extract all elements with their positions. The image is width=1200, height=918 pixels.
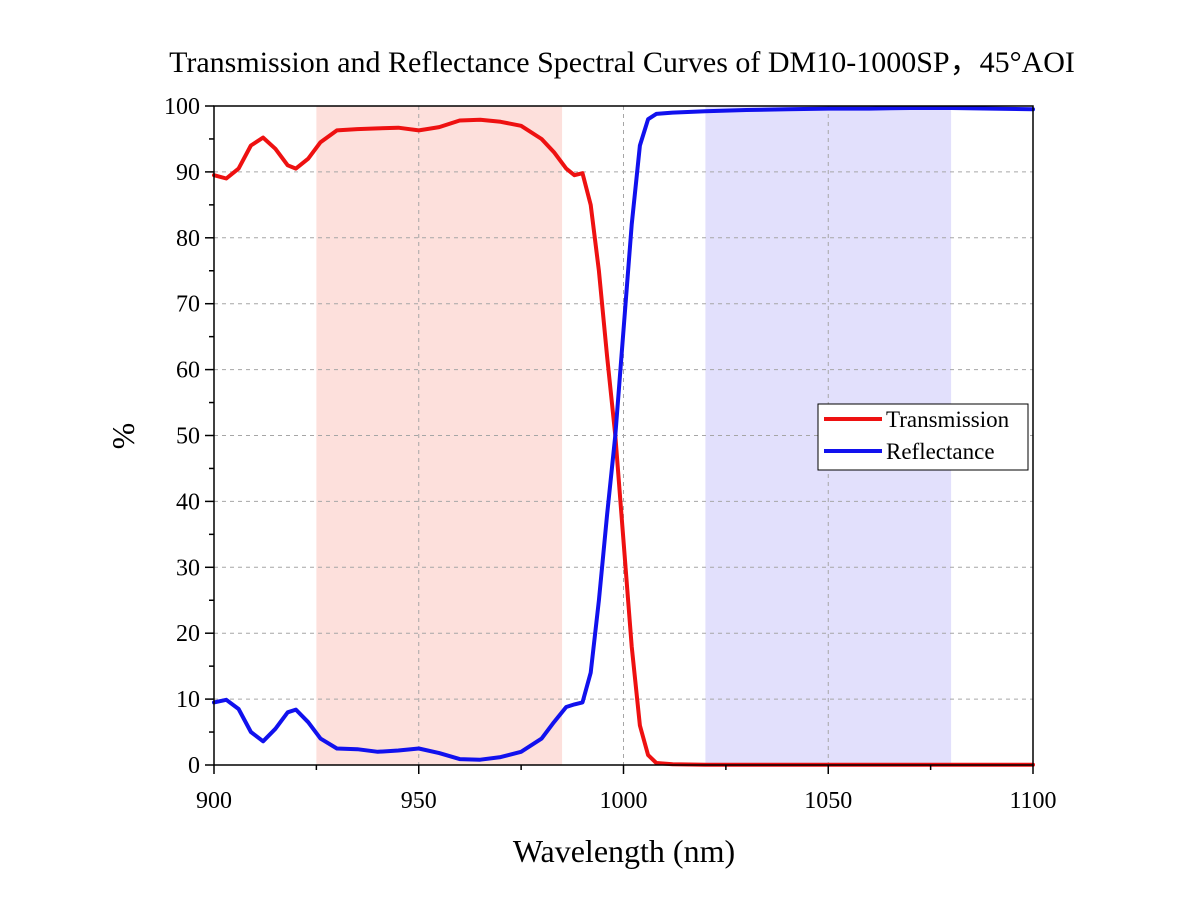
x-tick-label: 950 [401,788,437,814]
legend-label-reflectance: Reflectance [886,439,995,464]
y-tick-label: 80 [176,226,200,252]
y-tick-label: 70 [176,292,200,318]
legend-label-transmission: Transmission [886,407,1010,432]
x-tick-labels: 900 950 1000 1050 1100 [196,788,1057,814]
y-tick-labels: 0 10 20 30 40 50 60 70 80 90 100 [164,94,200,779]
x-tick-label: 1000 [600,788,648,814]
y-tick-label: 60 [176,358,200,384]
x-tick-label: 900 [196,788,232,814]
y-tick-label: 90 [176,160,200,186]
y-tick-label: 10 [176,687,200,713]
y-axis-label: % [105,423,141,450]
legend: Transmission Reflectance [817,403,1029,471]
y-tick-label: 0 [188,753,200,779]
y-tick-label: 30 [176,555,200,581]
chart-title: Transmission and Reflectance Spectral Cu… [169,46,1075,79]
series-line-transmission [212,117,1035,767]
x-tick-label: 1100 [1009,788,1056,814]
x-tick-label: 1050 [804,788,852,814]
y-tick-label: 100 [164,94,200,120]
y-tick-label: 50 [176,424,200,450]
data-series [212,106,1035,767]
legend-box [817,403,1029,471]
y-tick-label: 20 [176,621,200,647]
grid-lines [214,106,1033,765]
axis-ticks [205,105,1034,774]
y-tick-label: 40 [176,489,200,515]
x-axis-label: Wavelength (nm) [513,833,735,869]
series-line-reflectance [212,106,1035,762]
